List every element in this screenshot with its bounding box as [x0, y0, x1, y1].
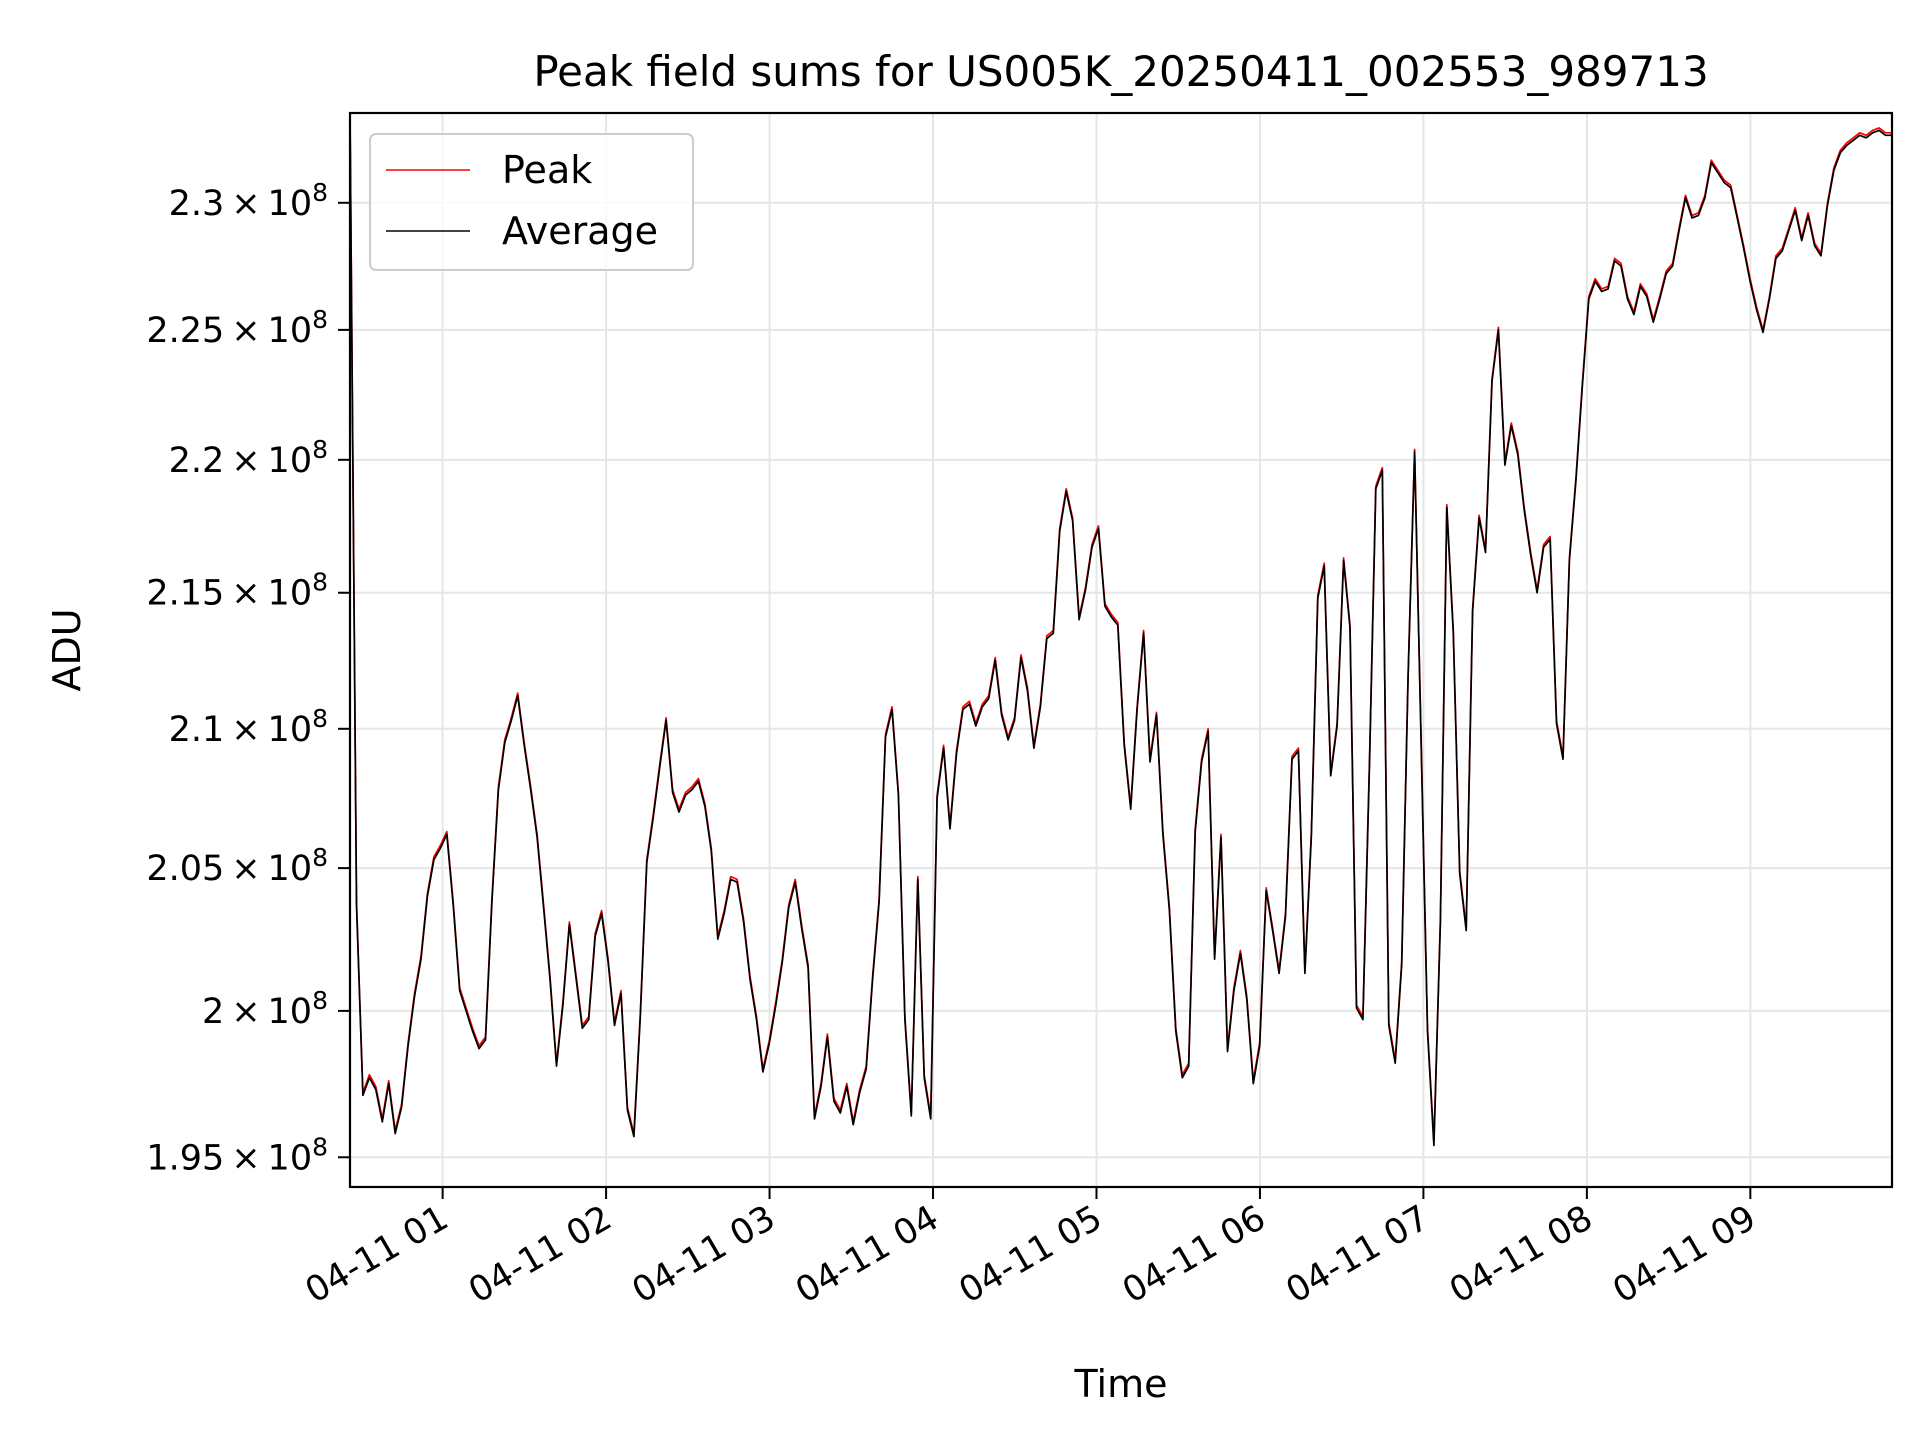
chart-title: Peak field sums for US005K_20250411_0025…: [533, 47, 1708, 96]
x-axis-label: Time: [1074, 1362, 1168, 1406]
series-group: [349, 112, 1892, 1147]
legend: Peak Average: [369, 133, 694, 271]
legend-box: [369, 133, 694, 271]
y-tick-label: 1.95 × 108: [146, 1132, 328, 1178]
legend-label-average: Average: [502, 209, 658, 253]
y-tick-label: 2.2 × 108: [169, 435, 328, 481]
y-tick-label: 2.3 × 108: [169, 178, 328, 224]
grid-lines: [350, 113, 1892, 1187]
y-tick-label: 2 × 108: [202, 986, 328, 1032]
legend-label-peak: Peak: [502, 148, 592, 192]
y-tick-label: 2.25 × 108: [146, 305, 328, 351]
y-tick-label: 2.1 × 108: [169, 704, 328, 750]
y-tick-label: 2.15 × 108: [146, 568, 328, 614]
series-line-average: [349, 112, 1892, 1147]
y-axis-label: ADU: [45, 608, 89, 691]
y-axis: 1.95 × 108 2 × 108 2.05 × 108 2.1 × 108 2.15…: [146, 178, 350, 1178]
y-tick-label: 2.05 × 108: [146, 843, 328, 889]
plot-frame: [348, 111, 1894, 1189]
